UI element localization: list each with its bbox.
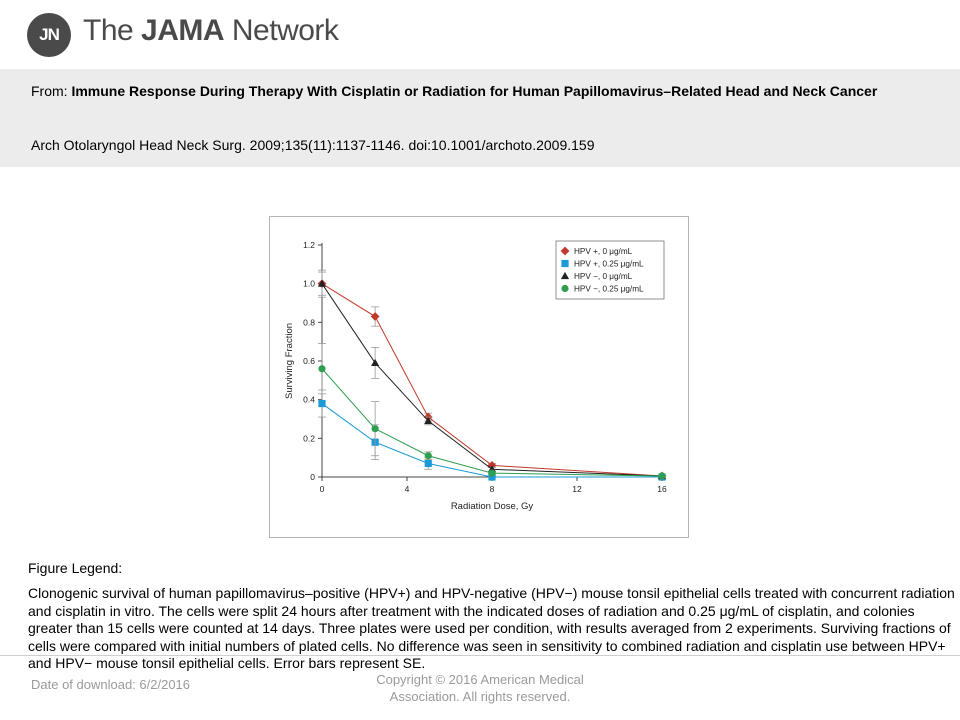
data-point	[370, 312, 380, 321]
data-point	[424, 416, 433, 425]
jama-network-wordmark: The JAMA Network	[83, 14, 339, 48]
wordmark-bold: JAMA	[141, 14, 225, 47]
legend-marker	[560, 246, 570, 256]
data-point	[317, 279, 327, 287]
figure-panel: 0 0.2 0.4 0.6 0.8 1.0 1.2 0 4 8 12 16 Radiation Dose…	[269, 216, 689, 538]
legend-label: HPV +, 0.25 μg/mL	[574, 260, 644, 269]
y-tick-label: 0.6	[303, 356, 315, 366]
wordmark-prefix: The	[83, 14, 142, 47]
article-source-line: From: Immune Response During Therapy Wit…	[31, 81, 930, 101]
y-tick-label: 0.2	[303, 433, 315, 443]
data-point	[318, 399, 326, 408]
legend-label: HPV −, 0.25 μg/mL	[574, 285, 644, 294]
series-group-2	[317, 271, 667, 480]
download-date: Date of download: 6/2/2016	[31, 677, 191, 692]
wordmark-suffix: Network	[224, 14, 339, 47]
figure-legend-title: Figure Legend:	[28, 560, 123, 576]
y-tick-label: 0.4	[303, 395, 315, 405]
x-axis-label: Radiation Dose, Gy	[451, 501, 534, 512]
data-point	[424, 459, 432, 468]
data-point	[318, 365, 326, 373]
y-axis-label: Surviving Fraction	[284, 323, 295, 399]
y-tick-label: 1.2	[303, 240, 315, 250]
chart-legend-box	[555, 240, 665, 300]
data-point	[371, 358, 380, 367]
x-tick-label: 12	[572, 484, 582, 494]
series-line	[321, 283, 663, 477]
from-label: From:	[31, 83, 68, 99]
legend-label: HPV +, 0 μg/mL	[574, 247, 633, 256]
y-tick-label: 0	[310, 472, 315, 482]
x-tick-label: 8	[490, 484, 495, 494]
y-tick-label: 1.0	[303, 279, 315, 289]
x-tick-label: 16	[657, 484, 667, 494]
article-header-band	[0, 69, 960, 167]
footer-divider	[0, 655, 960, 656]
legend-marker	[560, 271, 570, 280]
legend-marker	[561, 284, 569, 293]
y-tick-label: 0.8	[303, 317, 315, 327]
series-group-0	[317, 269, 667, 481]
legend-marker	[561, 259, 569, 268]
data-point	[424, 452, 432, 460]
data-point	[371, 425, 379, 433]
series-line	[321, 283, 663, 477]
article-citation: Arch Otolaryngol Head Neck Surg. 2009;13…	[31, 137, 595, 153]
survival-chart: 0 0.2 0.4 0.6 0.8 1.0 1.2 0 4 8 12 16 Radiation Dose…	[284, 240, 667, 512]
copyright-notice: Copyright © 2016 American Medical Associ…	[376, 672, 584, 704]
data-point	[488, 469, 496, 477]
data-point	[488, 473, 496, 481]
x-tick-label: 4	[405, 484, 410, 494]
data-point	[658, 472, 666, 480]
x-tick-label: 0	[320, 484, 325, 494]
jama-network-logo-icon: JN	[27, 13, 71, 57]
legend-label: HPV −, 0 μg/mL	[574, 272, 633, 281]
article-title: Immune Response During Therapy With Cisp…	[71, 83, 878, 99]
figure-legend-text: Clonogenic survival of human papillomavi…	[28, 585, 955, 671]
series-group-3	[318, 343, 666, 480]
